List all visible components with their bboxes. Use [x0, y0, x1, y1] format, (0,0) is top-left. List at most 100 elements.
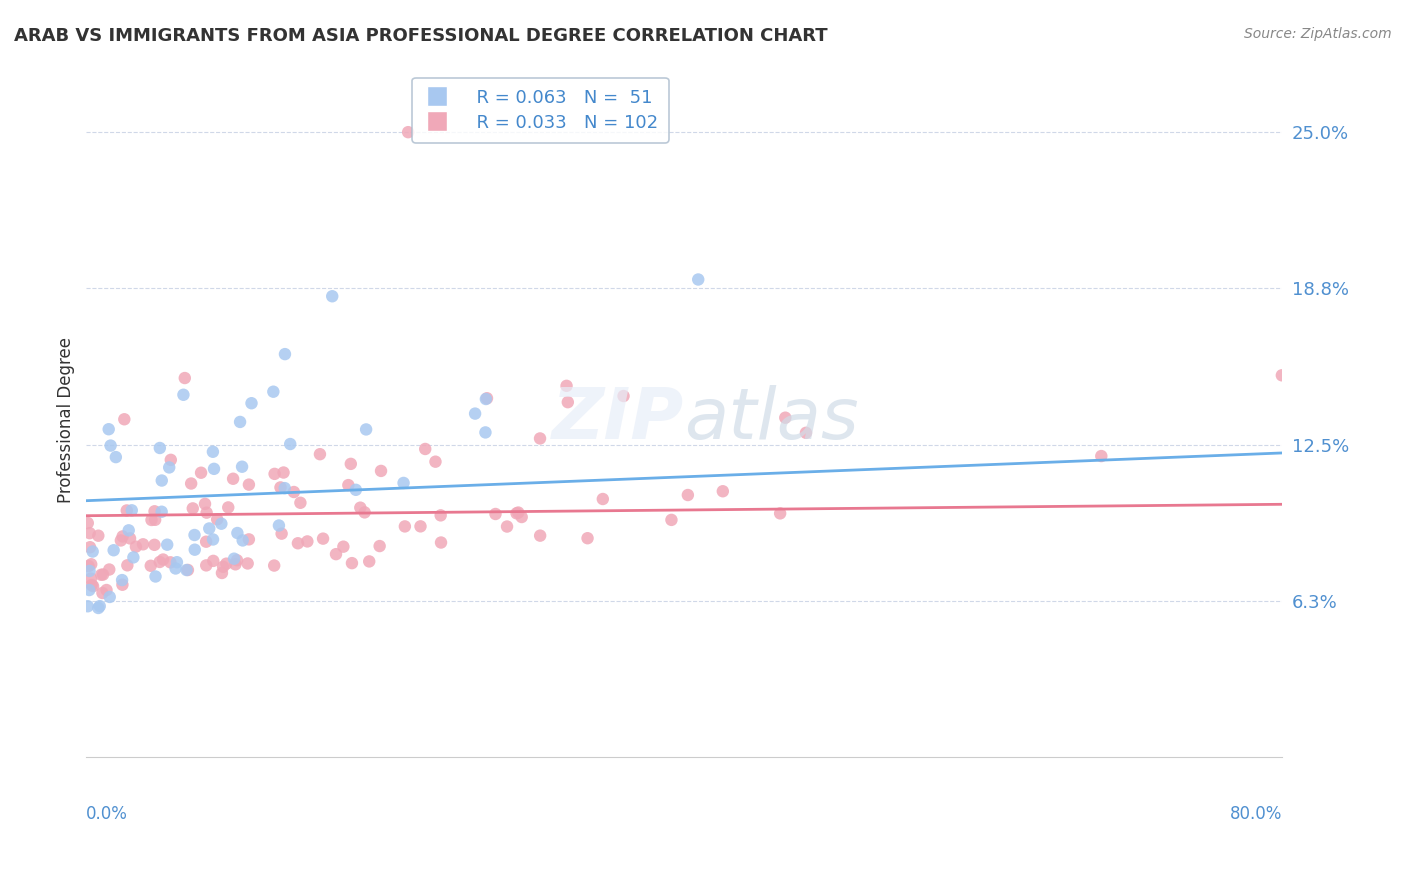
Point	[177, 563, 200, 577]
Point	[211, 566, 233, 580]
Point	[354, 422, 377, 436]
Point	[104, 450, 127, 464]
Point	[79, 564, 101, 578]
Point	[353, 505, 375, 519]
Point	[87, 529, 110, 543]
Point	[464, 407, 486, 421]
Point	[269, 480, 291, 494]
Point	[118, 524, 141, 538]
Point	[425, 455, 447, 469]
Point	[172, 388, 194, 402]
Point	[262, 384, 284, 399]
Point	[112, 412, 135, 426]
Point	[183, 528, 205, 542]
Point	[87, 601, 110, 615]
Point	[368, 539, 391, 553]
Point	[115, 503, 138, 517]
Point	[190, 466, 212, 480]
Point	[80, 558, 103, 572]
Point	[396, 125, 419, 139]
Text: 0.0%: 0.0%	[86, 805, 128, 822]
Point	[212, 559, 235, 574]
Point	[325, 547, 347, 561]
Point	[80, 578, 103, 592]
Point	[156, 538, 179, 552]
Point	[349, 500, 371, 515]
Point	[576, 531, 599, 545]
Point	[238, 533, 260, 547]
Point	[370, 464, 392, 478]
Point	[794, 425, 817, 440]
Point	[180, 476, 202, 491]
Point	[118, 532, 141, 546]
Text: atlas: atlas	[685, 385, 859, 454]
Point	[173, 371, 195, 385]
Point	[100, 439, 122, 453]
Point	[409, 519, 432, 533]
Point	[98, 562, 121, 576]
Point	[117, 558, 139, 573]
Point	[198, 521, 221, 535]
Point	[209, 516, 232, 531]
Point	[263, 467, 285, 481]
Point	[529, 529, 551, 543]
Point	[612, 389, 634, 403]
Point	[215, 557, 238, 571]
Point	[222, 472, 245, 486]
Point	[165, 561, 187, 575]
Point	[236, 557, 259, 571]
Point	[194, 497, 217, 511]
Point	[122, 550, 145, 565]
Point	[283, 485, 305, 500]
Point	[149, 555, 172, 569]
Point	[340, 556, 363, 570]
Point	[775, 410, 797, 425]
Point	[312, 532, 335, 546]
Point	[240, 396, 263, 410]
Point	[496, 519, 519, 533]
Point	[557, 395, 579, 409]
Point	[510, 510, 533, 524]
Point	[91, 586, 114, 600]
Text: Source: ZipAtlas.com: Source: ZipAtlas.com	[1244, 27, 1392, 41]
Point	[91, 567, 114, 582]
Point	[76, 516, 98, 530]
Point	[711, 484, 734, 499]
Point	[321, 289, 343, 303]
Point	[1271, 368, 1294, 383]
Point	[195, 506, 218, 520]
Point	[103, 543, 125, 558]
Point	[143, 504, 166, 518]
Point	[392, 475, 415, 490]
Point	[139, 558, 162, 573]
Text: ZIP: ZIP	[551, 385, 685, 454]
Point	[394, 519, 416, 533]
Point	[278, 437, 301, 451]
Point	[226, 553, 249, 567]
Point	[474, 425, 496, 440]
Point	[98, 590, 121, 604]
Point	[77, 559, 100, 574]
Point	[110, 533, 132, 548]
Point	[359, 554, 381, 568]
Point	[121, 503, 143, 517]
Point	[508, 506, 530, 520]
Point	[202, 533, 225, 547]
Point	[263, 558, 285, 573]
Point	[111, 573, 134, 587]
Point	[413, 442, 436, 456]
Point	[505, 506, 527, 520]
Point	[181, 501, 204, 516]
Point	[229, 415, 252, 429]
Point	[150, 474, 173, 488]
Point	[429, 508, 451, 523]
Point	[484, 507, 506, 521]
Text: 80.0%: 80.0%	[1229, 805, 1282, 822]
Point	[555, 379, 578, 393]
Point	[217, 500, 239, 515]
Point	[125, 540, 148, 554]
Point	[143, 513, 166, 527]
Point	[157, 460, 180, 475]
Point	[77, 582, 100, 597]
Point	[89, 599, 111, 614]
